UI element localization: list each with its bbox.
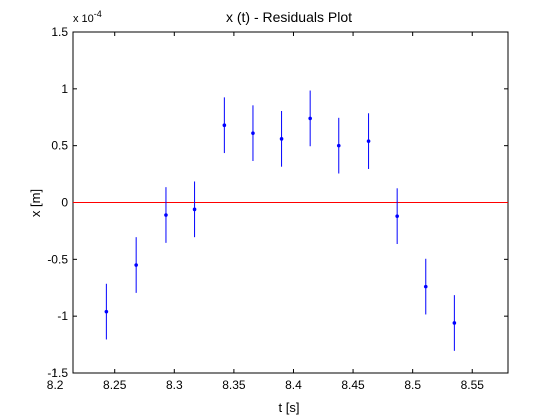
x-tick-label: 8.35 (222, 378, 246, 392)
y-axis-title: x [m] (28, 189, 43, 217)
x-tick-label: 8.3 (166, 378, 183, 392)
data-point (279, 137, 284, 141)
x-axis-title: t [s] (279, 400, 300, 415)
y-tick-label: 1.5 (51, 25, 68, 39)
y-tick-label: 0.5 (51, 139, 68, 153)
data-point (192, 207, 197, 212)
chart-title: x (t) - Residuals Plot (226, 9, 352, 25)
data-point (251, 131, 255, 135)
x-tick-label: 8.45 (341, 378, 365, 392)
y-tick-label: 1 (61, 82, 68, 96)
y-tick-label: -1.5 (47, 366, 68, 380)
data-point (104, 309, 109, 314)
plot-area: 8.2 8.25 8.3 8.35 8.4 8.45 8.5 8.55 -1.5 -1 -0.5 0 0… (47, 25, 509, 392)
data-point (366, 139, 371, 143)
y-exponent-label: x 10-4 (73, 9, 102, 25)
y-tick-label: -1 (57, 309, 68, 323)
data-point (395, 214, 399, 218)
data-point (308, 116, 312, 121)
y-tick-label: -0.5 (47, 252, 68, 266)
x-tick-label: 8.4 (285, 378, 302, 392)
x-tick-label: 8.25 (103, 378, 127, 392)
data-point (423, 284, 428, 289)
data-point (452, 321, 457, 325)
y-tick-label: 0 (61, 196, 68, 210)
data-point (164, 213, 168, 217)
data-point (336, 143, 341, 148)
x-tick-label: 8.2 (47, 378, 64, 392)
data-point (134, 263, 138, 267)
x-tick-label: 8.55 (461, 378, 485, 392)
x-tick-label: 8.5 (404, 378, 421, 392)
data-point (222, 123, 227, 128)
